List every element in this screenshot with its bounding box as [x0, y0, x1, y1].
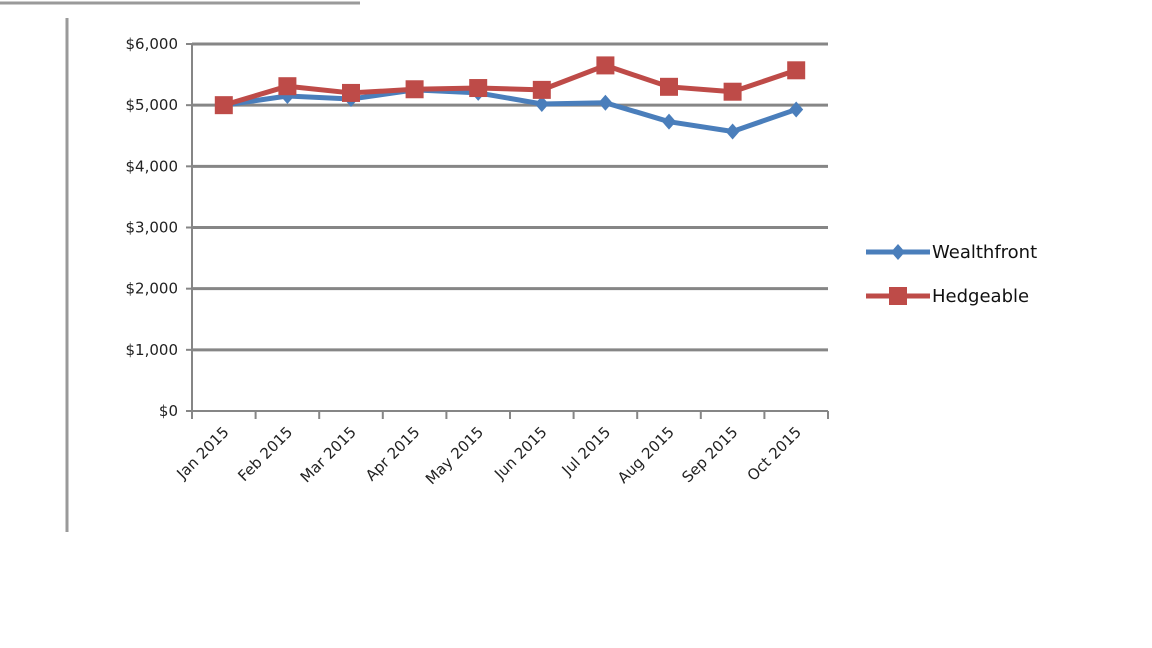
legend-item: Wealthfront: [866, 242, 1037, 263]
data-point: [278, 77, 297, 96]
data-point: [342, 83, 360, 102]
y-tick-label: $5,000: [126, 96, 179, 114]
data-point: [534, 95, 549, 112]
legend-item: Hedgeable: [866, 286, 1029, 307]
series-line: [223, 62, 797, 108]
data-point: [789, 101, 804, 118]
y-tick-label: $0: [159, 402, 178, 420]
y-axis-tick-labels: $0 $1,000 $2,000 $3,000 $4,000 $5,000 $6,000: [126, 35, 179, 420]
y-tick-label: $4,000: [126, 157, 179, 175]
y-tick-label: $3,000: [126, 219, 179, 237]
legend-marker: [889, 287, 907, 305]
data-point: [660, 77, 678, 96]
data-point: [787, 61, 806, 80]
data-point: [662, 113, 676, 130]
y-tick-label: $2,000: [126, 280, 179, 298]
data-point: [532, 80, 551, 99]
series-line: [223, 87, 798, 134]
gridlines: [186, 42, 828, 412]
legend: Wealthfront Hedgeable: [866, 242, 1037, 307]
legend-label: Hedgeable: [932, 286, 1029, 307]
data-point: [469, 79, 488, 98]
legend-label: Wealthfront: [932, 242, 1037, 263]
y-tick-label: $6,000: [126, 35, 179, 53]
series-hedgeable: [214, 56, 806, 115]
y-tick-label: $1,000: [126, 341, 179, 359]
data-point: [405, 80, 424, 99]
axes: [191, 44, 829, 419]
data-point: [214, 96, 233, 115]
data-point: [596, 56, 615, 75]
data-point: [723, 82, 742, 101]
series-lines: [214, 56, 806, 140]
data-point: [598, 94, 613, 111]
legend-marker: [891, 244, 905, 260]
data-point: [725, 123, 740, 140]
